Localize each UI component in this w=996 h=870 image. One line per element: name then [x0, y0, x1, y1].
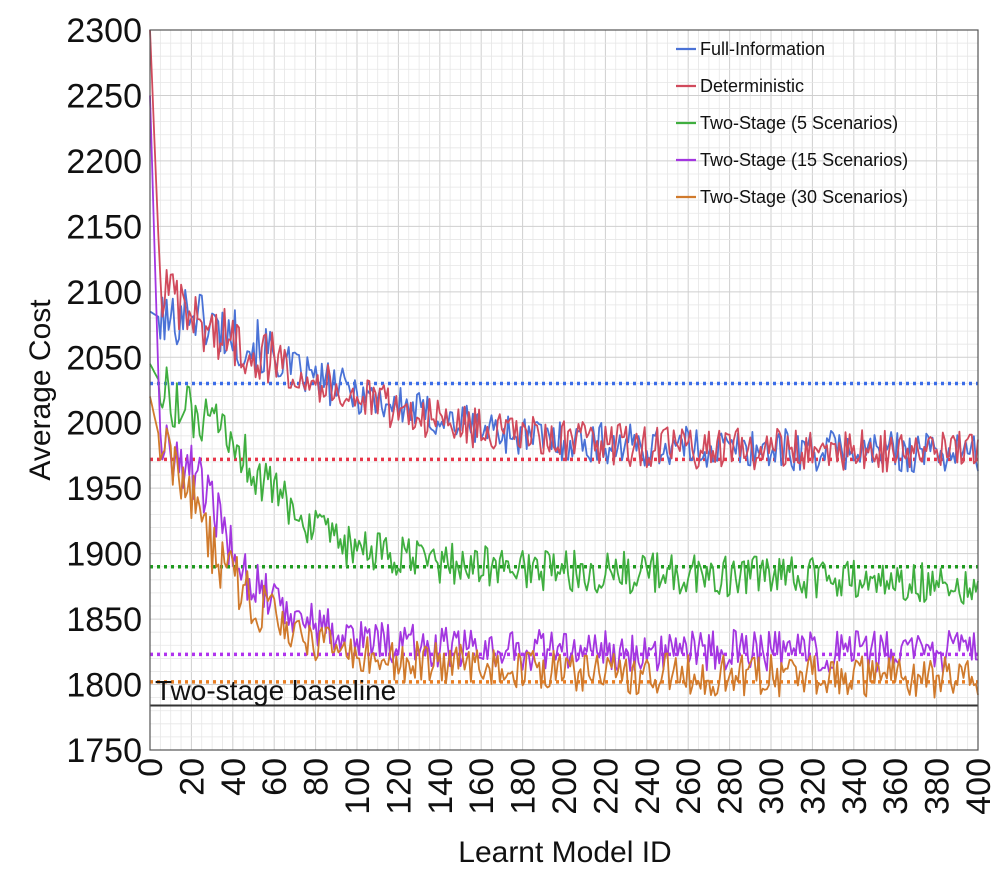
x-tick-label: 240 [629, 758, 667, 815]
x-tick-label: 60 [256, 758, 294, 796]
x-tick-label: 120 [380, 758, 418, 815]
legend-label: Full-Information [700, 39, 825, 59]
y-axis-title: Average Cost [24, 299, 57, 481]
series-line [149, 95, 979, 673]
y-tick-label: 2200 [66, 143, 142, 181]
y-tick-label: 1750 [66, 732, 142, 770]
y-tick-label: 2000 [66, 405, 142, 443]
x-tick-label: 380 [919, 758, 957, 815]
x-tick-label: 200 [546, 758, 584, 815]
series-line [149, 363, 979, 605]
series-lines [149, 29, 979, 699]
x-tick-label: 280 [712, 758, 750, 815]
x-tick-label: 360 [877, 758, 915, 815]
x-tick-label: 140 [422, 758, 460, 815]
legend: Full-Information Deterministic Two-Stage (… [676, 39, 908, 207]
series-line [149, 396, 979, 699]
x-tick-label: 20 [173, 758, 211, 796]
y-tick-label: 2100 [66, 274, 142, 312]
y-tick-label: 1950 [66, 470, 142, 508]
series-line [149, 288, 979, 474]
y-tick-label: 1900 [66, 536, 142, 574]
x-axis-ticks: 0 20 40 60 80 100 120 140 160 180 200 220 240 260 280 3… [132, 758, 996, 815]
x-tick-label: 160 [463, 758, 501, 815]
y-tick-label: 2250 [66, 77, 142, 115]
x-tick-label: 300 [753, 758, 791, 815]
grid [149, 29, 979, 751]
x-tick-label: 40 [215, 758, 253, 796]
x-tick-label: 340 [836, 758, 874, 815]
y-tick-label: 2300 [66, 12, 142, 50]
y-tick-label: 1800 [66, 667, 142, 705]
y-tick-label: 2150 [66, 208, 142, 246]
x-axis-title: Learnt Model ID [458, 836, 671, 869]
baseline-label: Two-stage baseline [155, 675, 396, 706]
legend-label: Two-Stage (30 Scenarios) [700, 187, 908, 207]
plot-frame [149, 29, 979, 751]
x-tick-label: 220 [587, 758, 625, 815]
y-tick-label: 1850 [66, 601, 142, 639]
legend-label: Two-Stage (15 Scenarios) [700, 150, 908, 170]
series-line [149, 29, 979, 473]
y-axis-ticks: 1750 1800 1850 1900 1950 2000 2050 2100 2150 2200… [66, 12, 142, 770]
x-tick-label: 260 [670, 758, 708, 815]
x-tick-label: 180 [505, 758, 543, 815]
legend-label: Deterministic [700, 76, 804, 96]
x-tick-label: 80 [298, 758, 336, 796]
x-tick-label: 0 [132, 758, 170, 777]
legend-label: Two-Stage (5 Scenarios) [700, 113, 898, 133]
x-tick-label: 100 [339, 758, 377, 815]
x-tick-label: 400 [960, 758, 996, 815]
x-tick-label: 320 [794, 758, 832, 815]
y-tick-label: 2050 [66, 339, 142, 377]
